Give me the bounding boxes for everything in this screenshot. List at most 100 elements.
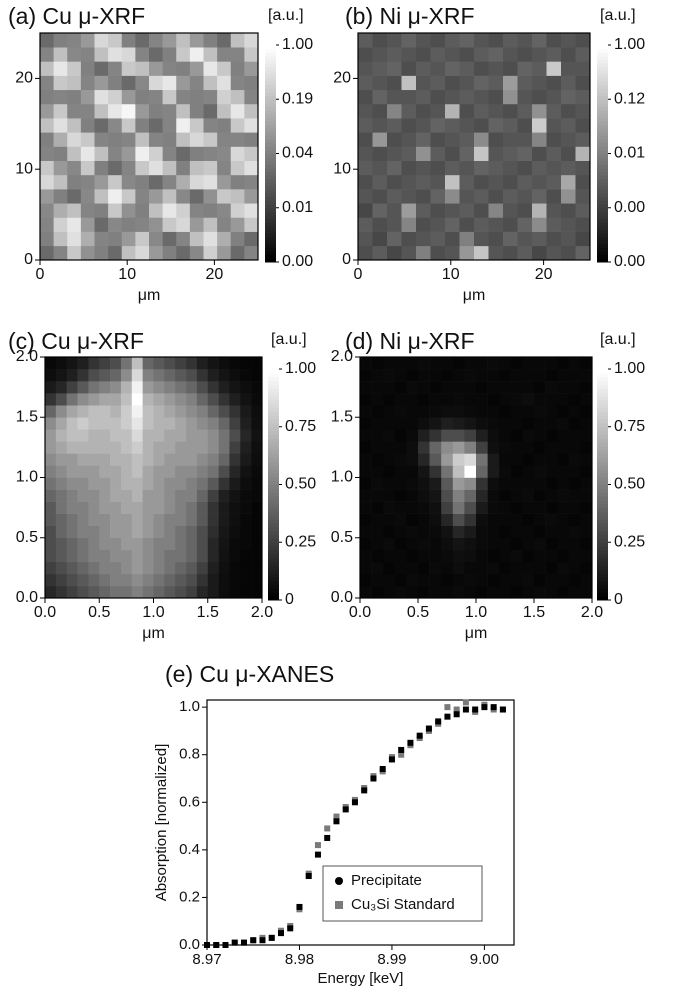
heatmap-cell (149, 231, 163, 247)
heatmap-cell (149, 118, 163, 133)
colorbar-segment (268, 538, 279, 543)
colorbar-segment (597, 175, 608, 180)
heatmap-cell (153, 561, 165, 575)
heatmap-cell (580, 381, 593, 394)
heatmap-cell (229, 453, 241, 466)
heatmap-cell (429, 513, 442, 526)
heatmap-cell (441, 513, 454, 526)
heatmap-cell (66, 489, 78, 502)
colorbar-segment (268, 461, 279, 466)
heatmap-cell (459, 103, 475, 119)
heatmap-cell (534, 369, 546, 382)
heatmap-cell (108, 174, 123, 190)
heatmap-cell (517, 160, 533, 176)
heatmap-cell (251, 369, 263, 382)
heatmap-cell (459, 174, 475, 190)
heatmap-cell (153, 585, 165, 599)
data-point (296, 903, 303, 910)
colorbar-segment (597, 99, 608, 104)
heatmap-cell (568, 441, 581, 454)
heatmap-cell (196, 489, 209, 502)
heatmap-cell (80, 203, 95, 218)
heatmap-cell (464, 561, 477, 575)
heatmap-cell (371, 561, 384, 575)
heatmap-cell (45, 357, 57, 370)
colorbar-segment (597, 403, 608, 408)
colorbar-segment (597, 534, 608, 539)
heatmap-cell (162, 118, 177, 133)
heatmap-cell (575, 231, 591, 247)
heatmap-cell (203, 75, 218, 91)
heatmap-cell (53, 75, 68, 91)
heatmap-cell (217, 118, 232, 133)
colorbar-segment (268, 511, 279, 516)
heatmap-cell (53, 245, 68, 261)
heatmap-cell (387, 75, 402, 91)
colorbar-label: [a.u.] (268, 7, 304, 24)
heatmap-cell (40, 146, 54, 161)
colorbar-label: [a.u.] (271, 331, 307, 348)
heatmap-cell (430, 118, 446, 133)
heatmap-cell (430, 174, 446, 190)
heatmap-cell (175, 585, 187, 599)
colorbar-segment (265, 48, 276, 53)
colorbar-segment (597, 70, 608, 75)
heatmap-cell (53, 160, 68, 176)
heatmap-cell (217, 146, 232, 161)
colorbar-segment (597, 426, 608, 432)
heatmap-cell (383, 429, 396, 442)
heatmap-cell (176, 118, 191, 133)
heatmap-cell (452, 417, 465, 430)
heatmap-cell (55, 561, 67, 575)
colorbar-segment (597, 576, 608, 582)
heatmap-cell (546, 160, 562, 176)
heatmap-cell (394, 525, 407, 539)
colorbar-tick-label: 0 (285, 591, 294, 608)
heatmap-cell (568, 405, 581, 418)
heatmap-cell (510, 501, 523, 514)
heatmap-cell (162, 160, 177, 176)
plot-frame (39, 32, 259, 261)
heatmap-cell (108, 245, 123, 261)
heatmap-cell (164, 477, 176, 490)
heatmap-cell (110, 537, 122, 551)
heatmap-cell (561, 245, 576, 261)
colorbar-tick-label: 1.00 (285, 360, 316, 377)
heatmap-cell (153, 537, 165, 551)
heatmap-cell (66, 441, 78, 454)
heatmap-cell (207, 429, 219, 442)
colorbar-segment (597, 515, 608, 520)
y-tick-label: 1.0 (331, 469, 353, 486)
colorbar-tick-label: 1.00 (614, 360, 645, 377)
heatmap-cell (360, 405, 372, 418)
colorbar-segment (597, 561, 608, 566)
colorbar-segment (597, 449, 608, 455)
heatmap-cell (474, 203, 489, 218)
data-point (333, 818, 340, 825)
heatmap-cell (120, 477, 133, 490)
heatmap-cell (186, 501, 198, 514)
heatmap-cell (153, 417, 165, 430)
colorbar-segment (597, 178, 608, 183)
heatmap-cell (120, 537, 133, 551)
heatmap-cell (218, 537, 230, 551)
heatmap-cell (251, 417, 263, 430)
heatmap-cell (534, 525, 546, 539)
colorbar-tick-label: 0.19 (282, 90, 313, 107)
heatmap-cell (67, 61, 82, 76)
heatmap-cell (218, 429, 230, 442)
heatmap-cell (244, 217, 259, 232)
colorbar-segment (597, 588, 608, 593)
heatmap-cell (164, 573, 176, 587)
heatmap-cell (66, 453, 78, 466)
data-point (379, 765, 386, 772)
heatmap-cell (358, 132, 373, 147)
colorbar-segment (597, 45, 608, 50)
heatmap-cell (45, 477, 57, 490)
colorbar-segment (268, 372, 279, 378)
heatmap-cell (429, 393, 442, 406)
heatmap-cell (240, 489, 252, 502)
heatmap-cell (580, 489, 593, 502)
heatmap-cell (135, 160, 150, 176)
heatmap-cell (372, 203, 388, 218)
